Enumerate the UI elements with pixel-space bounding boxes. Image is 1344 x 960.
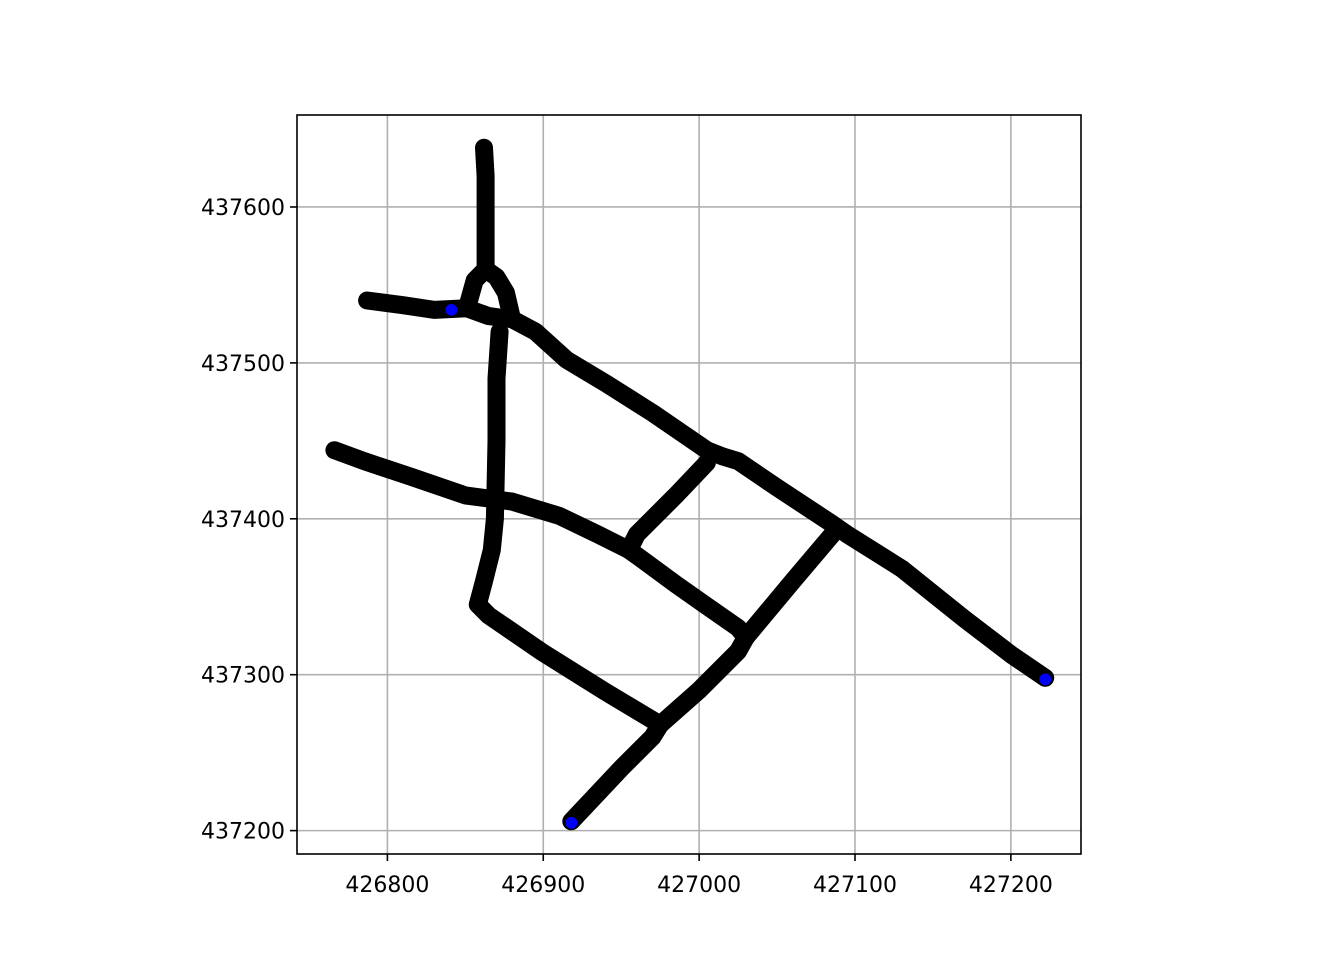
road-line — [457, 299, 716, 460]
y-tick-label: 437300 — [201, 664, 285, 689]
road-line — [562, 715, 670, 831]
y-tick-label: 437600 — [201, 196, 285, 221]
y-tick-label: 437500 — [201, 352, 285, 377]
road-line — [476, 260, 522, 329]
y-tick-label: 437200 — [201, 820, 285, 845]
x-tick-label: 427200 — [969, 873, 1053, 898]
y-tick-label: 437400 — [201, 508, 285, 533]
plot-frame — [296, 114, 1082, 855]
road-line — [697, 441, 1055, 687]
endpoint-point — [1038, 672, 1053, 687]
road-line — [475, 138, 495, 279]
road-line — [325, 441, 755, 647]
endpoint-point — [564, 815, 579, 830]
x-tick-label: 427000 — [657, 873, 741, 898]
road-line — [620, 453, 716, 559]
x-tick-label: 426800 — [345, 873, 429, 898]
road-line — [651, 628, 755, 734]
x-tick-label: 426900 — [501, 873, 585, 898]
endpoint-point — [444, 302, 459, 317]
series-lines — [325, 138, 1055, 831]
x-axis: 426800 426900 427000 427100 427200 — [345, 854, 1053, 898]
grid-lines — [297, 115, 1081, 854]
x-tick-label: 427100 — [813, 873, 897, 898]
endpoint-markers — [444, 302, 1053, 830]
road-line — [736, 520, 846, 647]
road-line — [468, 322, 670, 734]
y-axis: 437200 437300 437400 437500 437600 — [201, 196, 297, 845]
